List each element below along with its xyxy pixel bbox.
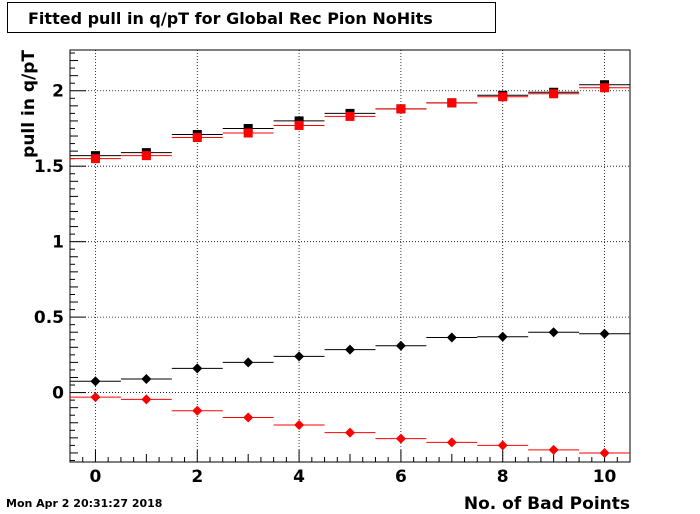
data-point-square (192, 133, 202, 143)
x-tick-label: 8 (497, 467, 509, 487)
y-axis-title: pull in q/pT (19, 50, 39, 158)
data-point-diamond (497, 331, 508, 342)
data-point-square (141, 151, 151, 161)
data-point-diamond (141, 373, 152, 384)
data-point-square (90, 154, 100, 164)
data-point-diamond (497, 440, 508, 451)
data-point-square (294, 120, 304, 130)
data-point-square (600, 83, 610, 93)
series-3 (70, 327, 630, 387)
x-tick-label: 2 (191, 467, 203, 487)
data-point-diamond (599, 447, 610, 458)
y-tick-label: 0 (52, 384, 64, 404)
data-marks (70, 80, 630, 458)
data-point-diamond (294, 351, 305, 362)
tick-labels: 0 2 4 6 8 10 0 0.5 1 1.5 2 (34, 82, 617, 487)
data-point-square (447, 98, 457, 108)
data-point-square (243, 128, 253, 138)
data-point-diamond (599, 328, 610, 339)
data-point-diamond (345, 344, 355, 355)
data-point-square (549, 89, 559, 99)
data-point-diamond (192, 405, 203, 416)
data-point-square (294, 116, 304, 126)
data-point-diamond (395, 340, 406, 351)
axis-ticks (69, 52, 631, 462)
series-2 (70, 83, 630, 164)
data-point-diamond (243, 412, 254, 423)
data-point-diamond (294, 420, 305, 431)
chart-title-box: Fitted pull in q/pT for Global Rec Pion … (7, 2, 496, 33)
data-point-diamond (446, 332, 457, 343)
x-tick-label: 4 (293, 467, 305, 487)
data-point-diamond (548, 444, 559, 455)
data-point-diamond (90, 376, 101, 387)
data-point-square (345, 111, 355, 121)
y-tick-label: 1 (52, 233, 64, 253)
y-tick-label: 2 (52, 82, 64, 102)
grid-lines (70, 50, 630, 462)
data-point-diamond (243, 357, 254, 368)
data-point-square (396, 104, 406, 114)
data-point-diamond (141, 394, 152, 405)
data-point-diamond (446, 437, 457, 448)
x-tick-label: 10 (593, 467, 617, 487)
chart-title: Fitted pull in q/pT for Global Rec Pion … (28, 9, 433, 28)
data-point-diamond (192, 363, 203, 374)
x-tick-label: 0 (90, 467, 102, 487)
data-point-diamond (345, 427, 355, 438)
x-axis-title: No. of Bad Points (464, 494, 630, 514)
x-tick-label: 6 (395, 467, 407, 487)
data-point-square (243, 123, 253, 133)
data-point-diamond (395, 433, 406, 444)
y-tick-label: 0.5 (34, 308, 64, 328)
data-point-diamond (90, 392, 101, 403)
data-point-diamond (548, 327, 559, 338)
y-tick-label: 1.5 (34, 157, 64, 177)
data-point-square (498, 92, 508, 102)
series-4 (70, 392, 630, 458)
timestamp: Mon Apr 2 20:31:27 2018 (6, 497, 163, 510)
